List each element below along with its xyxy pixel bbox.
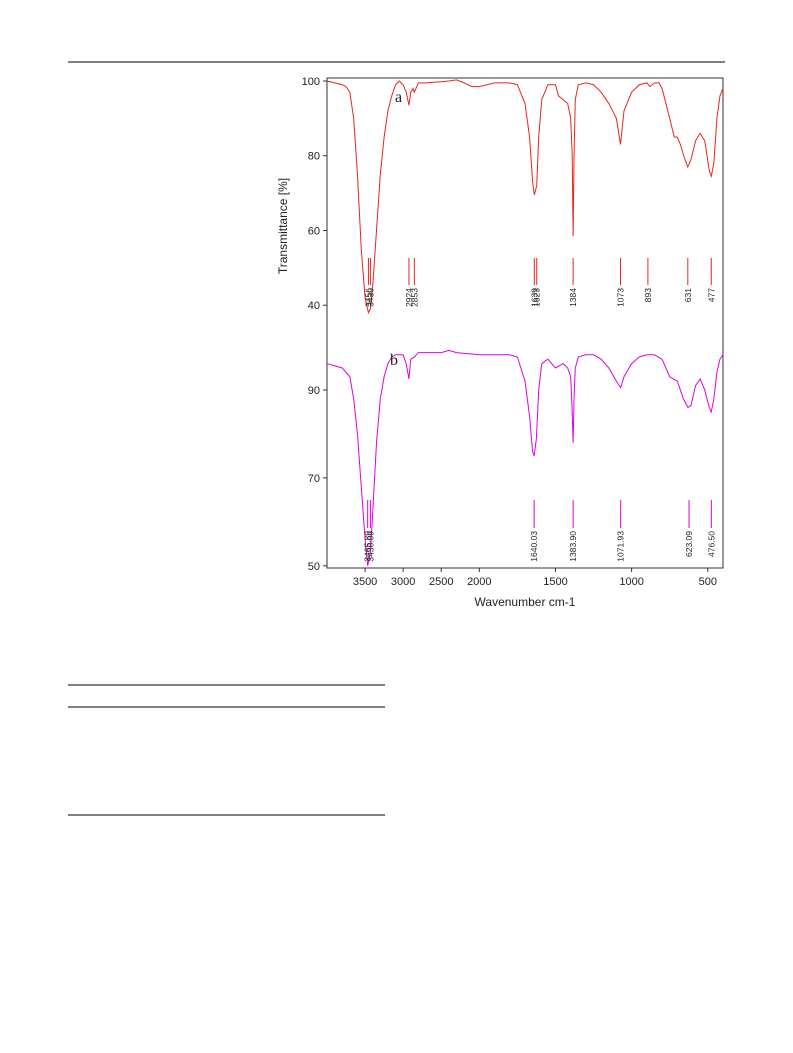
peak-label: 1073 <box>615 288 625 307</box>
x-tick-label: 1500 <box>543 576 567 588</box>
peak-label: 631 <box>683 288 693 302</box>
peak-label: 2853 <box>409 288 419 307</box>
panel-letter: b <box>390 352 398 369</box>
x-tick-label: 3000 <box>391 576 415 588</box>
peak-label: 477 <box>706 288 716 302</box>
y-tick-label: 80 <box>308 151 320 163</box>
peak-label: 3465.89 <box>363 531 373 562</box>
peak-label: 1640.03 <box>529 531 539 562</box>
peak-label: 3430 <box>365 288 375 307</box>
x-tick-label: 2000 <box>467 576 491 588</box>
y-tick-label: 60 <box>308 225 320 237</box>
x-tick-label: 2500 <box>429 576 453 588</box>
peak-label: 476.50 <box>706 531 716 557</box>
x-tick-label: 1000 <box>619 576 643 588</box>
y-tick-label: 100 <box>302 76 320 88</box>
x-tick-label: 500 <box>699 576 717 588</box>
peak-label: 1384 <box>568 288 578 307</box>
peak-label: 3430.09 <box>365 531 375 562</box>
spectrum-line <box>326 79 724 315</box>
x-tick-label: 3500 <box>353 576 377 588</box>
plot-frame <box>326 77 724 569</box>
y-tick-label: 50 <box>308 561 320 573</box>
peak-label: 893 <box>643 288 653 302</box>
spectrum-line <box>326 349 724 566</box>
peak-label: 1383.90 <box>568 531 578 562</box>
y-tick-label: 70 <box>308 473 320 485</box>
x-axis-label: Wavenumber cm-1 <box>475 595 576 609</box>
y-axis-label: Transmittance [%] <box>276 178 290 274</box>
peak-label: 1639 <box>529 288 539 307</box>
peak-label: 623.09 <box>684 531 694 557</box>
peak-label: 2924 <box>404 288 414 307</box>
panel-letter: a <box>395 89 402 106</box>
peak-label: 3456 <box>363 288 373 307</box>
peak-label: 1071.93 <box>616 531 626 562</box>
peak-label: 1623 <box>532 288 542 307</box>
y-tick-label: 40 <box>308 300 320 312</box>
y-tick-label: 90 <box>308 385 320 397</box>
